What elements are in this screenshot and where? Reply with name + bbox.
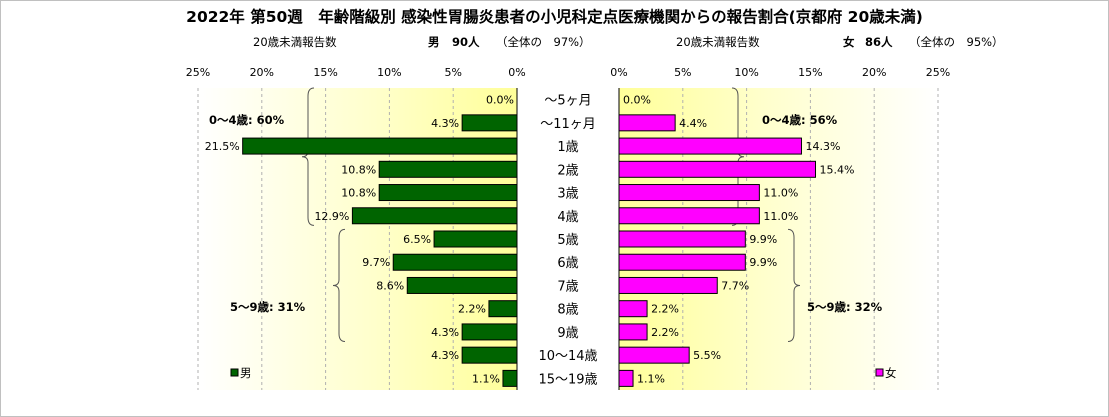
chart-title: 2022年 第50週 年齢階級別 感染性胃腸炎患者の小児科定点医療機関からの報告… bbox=[186, 8, 923, 26]
x-tick-label: 0% bbox=[508, 66, 525, 79]
male-bar bbox=[461, 114, 518, 132]
male-5-9-brace bbox=[332, 228, 346, 343]
female-data-label: 15.4% bbox=[820, 163, 855, 176]
male-bar bbox=[461, 346, 518, 364]
x-tick-label: 5% bbox=[444, 66, 461, 79]
x-tick-label: 15% bbox=[798, 66, 822, 79]
legend-label-female: 女 bbox=[885, 366, 897, 380]
category-label: 7歳 bbox=[557, 279, 578, 294]
x-tick-label: 15% bbox=[313, 66, 337, 79]
male-bar bbox=[502, 369, 518, 387]
female-annotation-5-9: 5～9歳: 32% bbox=[807, 300, 883, 314]
male-data-label: 21.5% bbox=[205, 140, 240, 153]
female-data-label: 9.9% bbox=[749, 233, 777, 246]
male-annotation-0-4: 0～4歳: 60% bbox=[209, 113, 285, 127]
male-data-label: 12.9% bbox=[314, 210, 349, 223]
female-data-label: 1.1% bbox=[637, 372, 665, 385]
right-sex: 女 bbox=[843, 35, 855, 49]
female-bar bbox=[618, 230, 746, 248]
female-data-label: 9.9% bbox=[749, 256, 777, 269]
left-share: （全体の 97%） bbox=[496, 35, 591, 49]
female-annotation-0-4: 0～4歳: 56% bbox=[762, 113, 838, 127]
left-sex: 男 bbox=[428, 35, 440, 49]
category-label: ～5ヶ月 bbox=[544, 94, 591, 109]
male-bar bbox=[461, 323, 518, 341]
female-bar bbox=[618, 160, 817, 178]
category-label: 10～14歳 bbox=[538, 349, 597, 364]
male-bar bbox=[488, 300, 518, 318]
male-data-label: 10.8% bbox=[341, 163, 376, 176]
female-bar bbox=[618, 323, 648, 341]
female-bar bbox=[618, 346, 690, 364]
x-tick-label: 25% bbox=[186, 66, 210, 79]
male-data-label: 8.6% bbox=[376, 279, 404, 292]
female-bar bbox=[618, 207, 760, 225]
male-data-label: 1.1% bbox=[472, 372, 500, 385]
female-bar bbox=[618, 369, 634, 387]
male-0-4-brace bbox=[301, 87, 315, 226]
female-bar bbox=[618, 276, 718, 294]
left-count-label: 20歳未満報告数 bbox=[253, 35, 337, 49]
x-tick-label: 0% bbox=[610, 66, 627, 79]
male-data-label: 10.8% bbox=[341, 187, 376, 200]
male-bar bbox=[351, 207, 518, 225]
x-tick-label: 25% bbox=[926, 66, 950, 79]
legend-swatch-male bbox=[230, 368, 239, 377]
female-data-label: 7.7% bbox=[721, 279, 749, 292]
male-data-label: 6.5% bbox=[403, 233, 431, 246]
x-tick-label: 20% bbox=[250, 66, 274, 79]
male-data-label: 2.2% bbox=[458, 303, 486, 316]
male-data-label: 4.3% bbox=[431, 326, 459, 339]
left-count: 90人 bbox=[452, 35, 480, 49]
x-tick-label: 20% bbox=[862, 66, 886, 79]
right-share: （全体の 95%） bbox=[909, 35, 1004, 49]
x-tick-label: 5% bbox=[674, 66, 691, 79]
female-data-label: 2.2% bbox=[651, 326, 679, 339]
male-bar bbox=[242, 137, 518, 155]
male-annotation-5-9: 5～9歳: 31% bbox=[230, 300, 306, 314]
male-bar bbox=[378, 184, 518, 202]
category-label: 4歳 bbox=[557, 210, 578, 225]
female-data-label: 2.2% bbox=[651, 303, 679, 316]
category-label: 15～19歳 bbox=[538, 372, 597, 387]
male-data-label: 4.3% bbox=[431, 349, 459, 362]
female-data-label: 5.5% bbox=[693, 349, 721, 362]
female-bar bbox=[618, 137, 802, 155]
category-label: 6歳 bbox=[557, 256, 578, 271]
female-bar bbox=[618, 300, 648, 318]
right-count: 86人 bbox=[865, 35, 893, 49]
female-bar bbox=[618, 184, 760, 202]
category-label: 1歳 bbox=[557, 140, 578, 155]
female-data-label: 11.0% bbox=[763, 210, 798, 223]
male-data-label: 0.0% bbox=[486, 94, 514, 107]
legend-swatch-female bbox=[875, 368, 884, 377]
female-data-label: 4.4% bbox=[679, 117, 707, 130]
male-data-label: 4.3% bbox=[431, 117, 459, 130]
category-label: 9歳 bbox=[557, 326, 578, 341]
category-label: 2歳 bbox=[557, 163, 578, 178]
category-label: ～11ヶ月 bbox=[540, 117, 596, 132]
female-data-label: 11.0% bbox=[763, 187, 798, 200]
female-5-9-brace bbox=[787, 228, 801, 343]
x-tick-label: 10% bbox=[377, 66, 401, 79]
male-bar bbox=[378, 160, 518, 178]
legend-label-male: 男 bbox=[240, 366, 252, 380]
x-tick-label: 10% bbox=[734, 66, 758, 79]
male-bar bbox=[433, 230, 518, 248]
female-data-label: 0.0% bbox=[623, 94, 651, 107]
category-label: 3歳 bbox=[557, 187, 578, 202]
female-bar bbox=[618, 253, 746, 271]
category-label: 8歳 bbox=[557, 303, 578, 318]
female-data-label: 14.3% bbox=[805, 140, 840, 153]
right-count-label: 20歳未満報告数 bbox=[676, 35, 760, 49]
male-bar bbox=[406, 276, 518, 294]
male-bar bbox=[392, 253, 518, 271]
female-bar bbox=[618, 114, 676, 132]
category-label: 5歳 bbox=[557, 233, 578, 248]
male-data-label: 9.7% bbox=[362, 256, 390, 269]
